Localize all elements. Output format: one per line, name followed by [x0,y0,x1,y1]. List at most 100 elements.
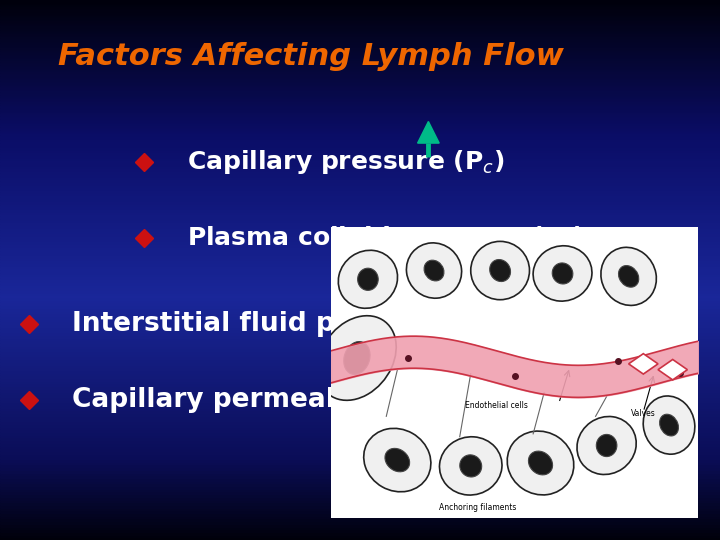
Bar [0,351,720,354]
Bar [0,481,720,483]
Bar [0,456,720,459]
Bar [0,508,720,510]
Bar [0,208,720,211]
Text: Factors Affecting Lymph Flow: Factors Affecting Lymph Flow [58,42,563,71]
Bar [0,224,720,227]
Bar [0,389,720,392]
Ellipse shape [618,266,639,287]
Bar [0,167,720,170]
Bar [0,262,720,265]
Bar [0,435,720,437]
Bar [0,340,720,343]
Bar [0,505,720,508]
Bar [0,416,720,418]
Ellipse shape [660,414,678,436]
Ellipse shape [507,431,574,495]
Bar [0,392,720,394]
Bar [0,65,720,68]
Bar [0,324,720,327]
Polygon shape [658,360,688,380]
Text: Valves: Valves [631,409,656,418]
Bar [0,335,720,338]
Bar [0,8,720,11]
Bar [0,356,720,359]
Bar [0,524,720,526]
Ellipse shape [471,241,529,300]
Bar [0,535,720,537]
Bar [0,284,720,286]
Bar [0,500,720,502]
Polygon shape [337,370,359,392]
Bar [0,310,720,313]
Bar [0,22,720,24]
Bar [0,373,720,375]
Bar [0,221,720,224]
Bar [0,354,720,356]
Bar [0,346,720,348]
Bar [0,502,720,505]
Bar [0,254,720,256]
Bar [0,437,720,440]
Bar [0,103,720,105]
Bar [0,462,720,464]
Ellipse shape [424,260,444,281]
Bar [0,59,720,62]
Bar [0,0,720,3]
Bar [0,378,720,381]
Bar [0,232,720,235]
Bar [0,227,720,229]
Bar [0,46,720,49]
Bar [0,362,720,364]
Ellipse shape [358,268,378,291]
Bar [0,267,720,270]
Bar [0,184,720,186]
Bar [0,108,720,111]
Ellipse shape [364,428,431,492]
Bar [0,238,720,240]
Bar [0,97,720,100]
Bar [0,516,720,518]
Bar [0,397,720,400]
Bar [0,192,720,194]
Bar [0,159,720,162]
Bar [0,230,720,232]
Bar [0,38,720,40]
Bar [0,486,720,489]
Bar [0,281,720,284]
Bar [0,54,720,57]
Bar [0,111,720,113]
Bar [0,124,720,127]
Text: Plasma colloid pressure ($\Pi$$_c$): Plasma colloid pressure ($\Pi$$_c$) [187,224,584,252]
Bar [0,94,720,97]
Ellipse shape [577,416,636,475]
Bar [0,294,720,297]
Bar [0,451,720,454]
Bar [0,30,720,32]
Ellipse shape [439,437,502,495]
Bar [0,73,720,76]
Bar [0,275,720,278]
Bar [0,240,720,243]
Ellipse shape [385,448,410,472]
Bar [0,410,720,413]
Bar [0,532,720,535]
Bar [0,138,720,140]
Ellipse shape [528,451,552,475]
Bar [0,467,720,470]
Polygon shape [629,354,658,374]
Bar [0,446,720,448]
Bar [0,148,720,151]
Bar [0,189,720,192]
Bar [0,400,720,402]
Bar [0,475,720,478]
Bar [0,194,720,197]
Ellipse shape [643,396,695,454]
Bar [0,27,720,30]
Bar [0,256,720,259]
Bar [0,510,720,513]
Bar [0,464,720,467]
Bar [0,494,720,497]
Bar [0,513,720,516]
Bar [0,454,720,456]
Bar [0,3,720,5]
